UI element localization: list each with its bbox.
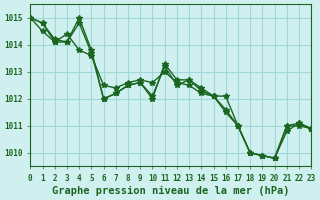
X-axis label: Graphe pression niveau de la mer (hPa): Graphe pression niveau de la mer (hPa) — [52, 186, 290, 196]
